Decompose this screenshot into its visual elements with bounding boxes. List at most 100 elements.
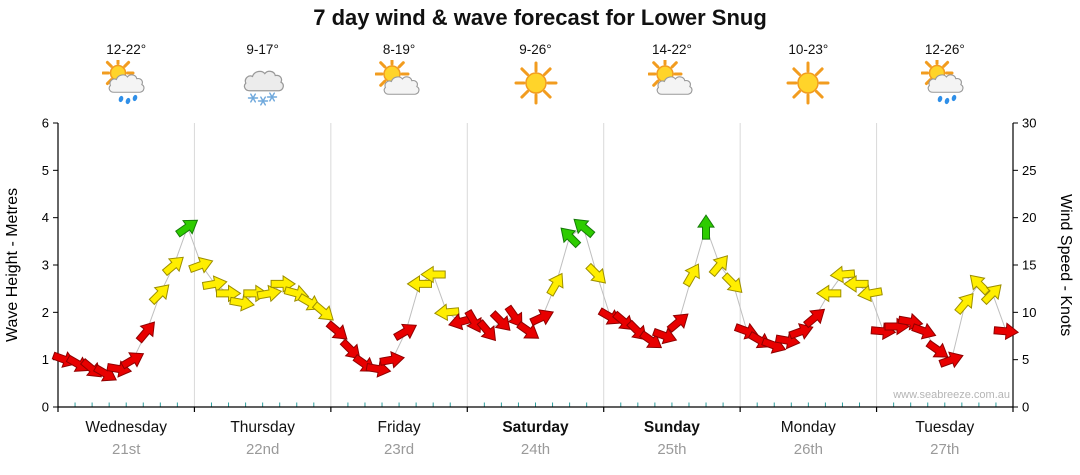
wind-arrow [476, 319, 496, 342]
day-name: Tuesday [915, 419, 975, 436]
wind-arrow [774, 331, 801, 350]
sun-cloud-rain-icon [920, 56, 964, 105]
wind-arrow [65, 354, 90, 372]
wind-arrow [365, 360, 392, 378]
svg-text:6: 6 [42, 116, 49, 131]
svg-text:2: 2 [42, 305, 49, 320]
sun-cloud-rain-icon-wrap [81, 56, 171, 106]
wind-arrow [721, 272, 743, 294]
sun-cloud-rain-icon-wrap [900, 56, 990, 106]
wind-arrow [585, 262, 607, 284]
wind-arrow [682, 263, 700, 288]
wind-arrow [843, 274, 869, 293]
wind-arrow [175, 219, 199, 238]
svg-text:30: 30 [1022, 116, 1036, 131]
svg-text:0: 0 [42, 400, 49, 415]
day-header-wednesday: 12-22° [81, 42, 171, 106]
svg-text:25: 25 [1022, 163, 1036, 178]
sun-icon-wrap [491, 60, 581, 106]
wind-arrow [829, 265, 856, 284]
temp-range: 9-26° [519, 42, 552, 57]
right-axis-ticks: 0 5 10 15 20 25 30 [1013, 116, 1036, 415]
day-header-tuesday: 12-26° [900, 42, 990, 106]
wind-arrows [51, 214, 1020, 382]
wind-arrow [925, 339, 949, 358]
wind-arrow [870, 322, 897, 341]
svg-text:3: 3 [42, 258, 49, 273]
wind-arrow [546, 272, 564, 297]
sun-icon [514, 61, 557, 105]
temp-range: 14-22° [651, 42, 692, 57]
wind-arrow [573, 218, 596, 239]
day-label-friday: Friday 23rd [334, 419, 464, 458]
day-label-thursday: Thursday 22nd [198, 419, 328, 458]
svg-text:15: 15 [1022, 258, 1036, 273]
wind-connector-line [64, 225, 1007, 375]
sun-cloud-icon [647, 56, 693, 95]
wind-arrow [803, 308, 826, 329]
wind-arrow [325, 320, 348, 340]
time-minor-ticks [74, 402, 997, 407]
wind-arrow [697, 214, 715, 240]
day-label-wednesday: Wednesday 21st [61, 419, 191, 458]
day-date: 22nd [245, 441, 280, 458]
day-name: Thursday [230, 419, 295, 436]
wind-arrow [464, 308, 482, 333]
wind-arrow [201, 275, 228, 293]
temp-range: 9-17° [246, 42, 279, 57]
day-date: 24th [520, 441, 551, 458]
sun-icon-wrap [763, 60, 853, 106]
wind-arrow [504, 304, 523, 328]
day-header-sunday: 14-22° [627, 42, 717, 106]
wind-arrow [216, 284, 242, 303]
temp-range: 12-22° [106, 42, 147, 57]
svg-text:5: 5 [42, 163, 49, 178]
day-date: 21st [112, 441, 141, 458]
cloud-snow-icon-wrap [218, 60, 308, 106]
cloud-snow-icon [243, 70, 284, 106]
wind-arrow [708, 255, 728, 278]
wind-arrow [857, 284, 883, 303]
day-label-saturday: Saturday 24th [471, 419, 601, 458]
wind-arrow [980, 284, 1002, 306]
temp-range: 10-23° [788, 42, 829, 57]
day-name: Sunday [643, 419, 700, 436]
wind-arrow [938, 351, 964, 369]
wind-arrow [489, 310, 511, 331]
day-date: 25th [657, 441, 687, 458]
day-date: 26th [793, 441, 823, 458]
wind-arrow [161, 256, 184, 277]
sun-cloud-rain-icon [101, 56, 145, 105]
wind-arrow [433, 303, 460, 322]
day-label-sunday: Sunday 25th [607, 419, 737, 458]
wind-arrow [560, 227, 582, 249]
wind-arrow [420, 265, 446, 284]
day-header-monday: 10-23° [763, 42, 853, 106]
svg-text:4: 4 [42, 210, 49, 225]
wind-arrow [788, 323, 814, 340]
temp-range: 8-19° [382, 42, 416, 57]
wind-arrow [954, 293, 974, 316]
wind-arrow [148, 284, 170, 306]
svg-text:20: 20 [1022, 210, 1036, 225]
chart-title: 7 day wind & wave forecast for Lower Snu… [313, 5, 767, 30]
day-date: 27th [930, 441, 960, 458]
wind-arrow [393, 323, 418, 342]
day-label-monday: Monday 26th [743, 419, 873, 458]
right-axis-title: Wind Speed - Knots [1057, 193, 1074, 337]
day-header-friday: 8-19° [354, 42, 444, 106]
day-name: Wednesday [85, 419, 167, 436]
svg-text:0: 0 [1022, 400, 1029, 415]
sun-cloud-icon-wrap [627, 56, 717, 106]
watermark: www.seabreeze.com.au [893, 389, 1010, 401]
wind-arrow [993, 322, 1020, 341]
wind-arrow [188, 256, 214, 274]
wind-arrow [339, 338, 361, 360]
wind-arrow [135, 321, 155, 344]
wind-arrow [911, 322, 937, 340]
svg-text:1: 1 [42, 352, 49, 367]
wind-arrow [229, 294, 255, 312]
day-name: Saturday [502, 419, 569, 436]
svg-text:10: 10 [1022, 305, 1036, 320]
